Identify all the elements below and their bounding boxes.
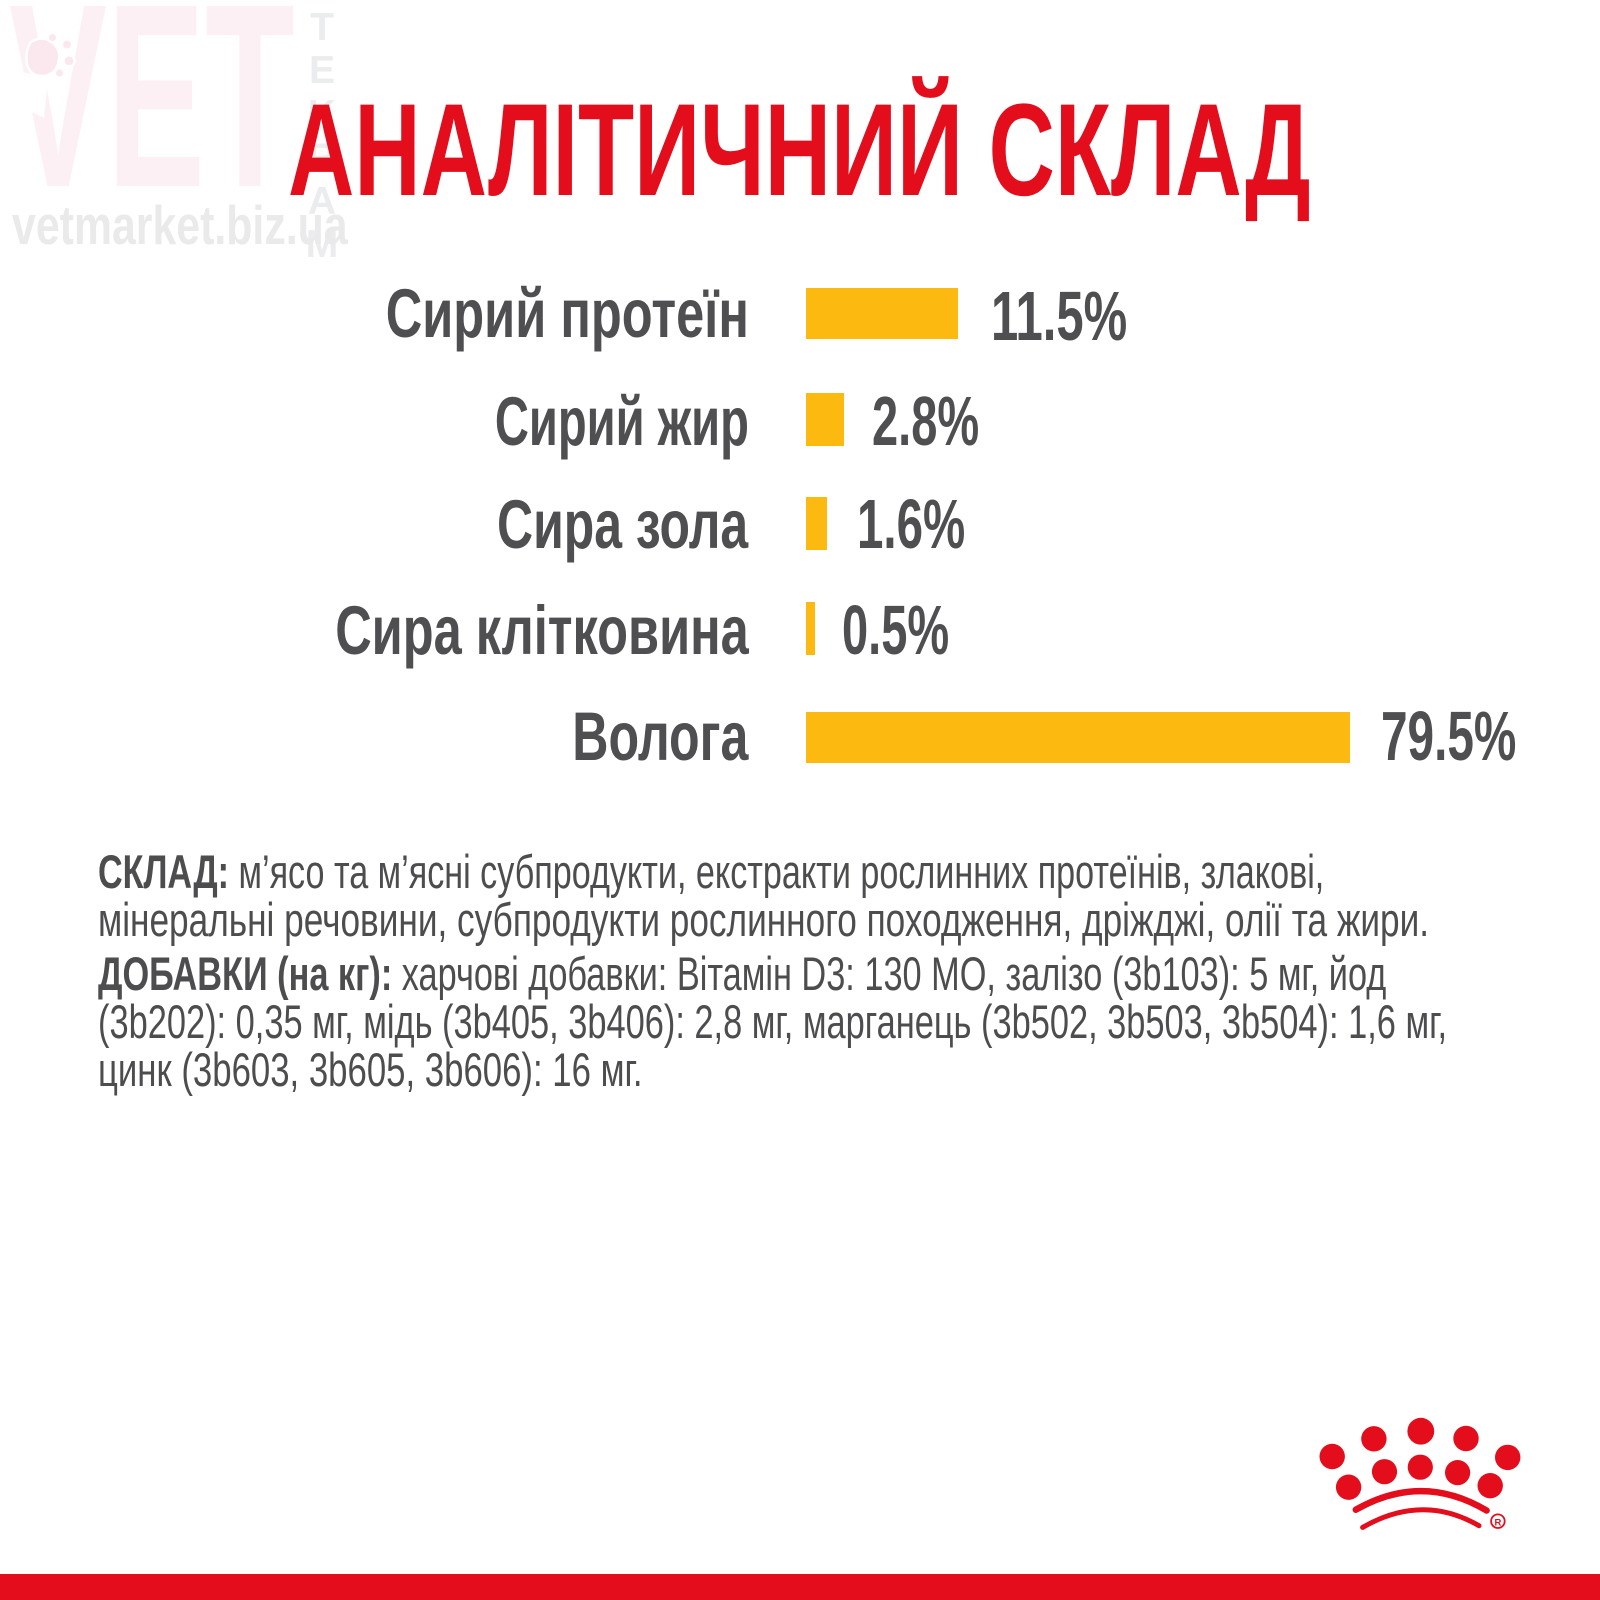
svg-text:R: R bbox=[1494, 1517, 1501, 1528]
